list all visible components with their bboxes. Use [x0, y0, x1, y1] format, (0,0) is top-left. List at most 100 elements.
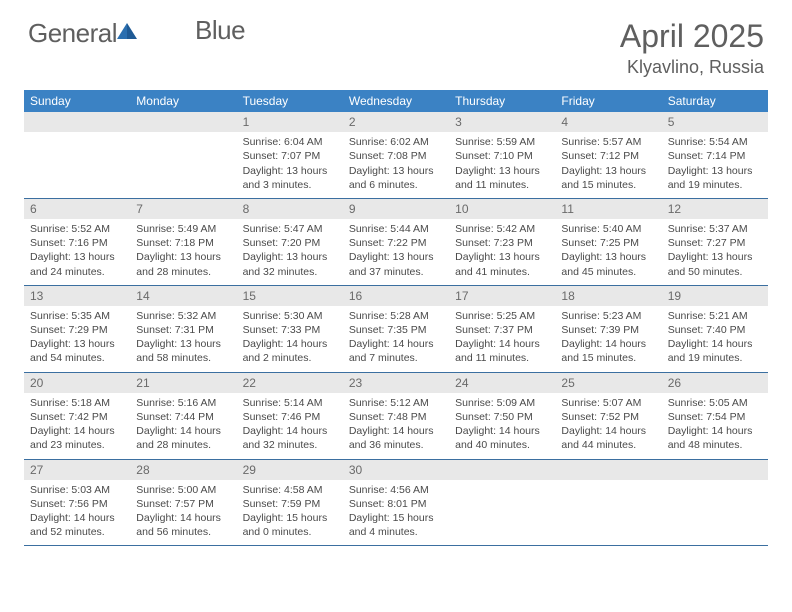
day-number: 9 [343, 199, 449, 219]
day-number: 17 [449, 286, 555, 306]
sunset-text: Sunset: 7:27 PM [668, 236, 762, 250]
daylight-text: Daylight: 15 hours [243, 511, 337, 525]
week-row: 20Sunrise: 5:18 AMSunset: 7:42 PMDayligh… [24, 373, 768, 460]
daylight-text: Daylight: 13 hours [455, 164, 549, 178]
daylight-text: and 58 minutes. [136, 351, 230, 365]
cell-body: Sunrise: 5:14 AMSunset: 7:46 PMDaylight:… [237, 393, 343, 459]
daylight-text: and 3 minutes. [243, 178, 337, 192]
day-number: 24 [449, 373, 555, 393]
day-number: 27 [24, 460, 130, 480]
calendar-cell: 8Sunrise: 5:47 AMSunset: 7:20 PMDaylight… [237, 199, 343, 286]
daylight-text: Daylight: 13 hours [349, 164, 443, 178]
day-number: 29 [237, 460, 343, 480]
daylight-text: and 40 minutes. [455, 438, 549, 452]
day-number: 16 [343, 286, 449, 306]
calendar-cell [130, 112, 236, 199]
cell-body: Sunrise: 5:37 AMSunset: 7:27 PMDaylight:… [662, 219, 768, 285]
week-row: 13Sunrise: 5:35 AMSunset: 7:29 PMDayligh… [24, 286, 768, 373]
weeks-container: 1Sunrise: 6:04 AMSunset: 7:07 PMDaylight… [24, 112, 768, 546]
daylight-text: Daylight: 14 hours [455, 424, 549, 438]
daylight-text: and 15 minutes. [561, 178, 655, 192]
day-number-empty [24, 112, 130, 132]
daylight-text: and 15 minutes. [561, 351, 655, 365]
sunrise-text: Sunrise: 5:16 AM [136, 396, 230, 410]
daylight-text: and 4 minutes. [349, 525, 443, 539]
cell-body-empty [555, 480, 661, 534]
day-header-wed: Wednesday [343, 90, 449, 112]
cell-body-empty [130, 132, 236, 186]
daylight-text: Daylight: 13 hours [243, 164, 337, 178]
sunset-text: Sunset: 7:29 PM [30, 323, 124, 337]
sunrise-text: Sunrise: 5:12 AM [349, 396, 443, 410]
calendar-cell: 15Sunrise: 5:30 AMSunset: 7:33 PMDayligh… [237, 286, 343, 373]
daylight-text: and 32 minutes. [243, 438, 337, 452]
logo-triangle-icon [117, 21, 139, 46]
sunrise-text: Sunrise: 6:02 AM [349, 135, 443, 149]
calendar-cell: 6Sunrise: 5:52 AMSunset: 7:16 PMDaylight… [24, 199, 130, 286]
sunset-text: Sunset: 7:56 PM [30, 497, 124, 511]
daylight-text: Daylight: 14 hours [30, 511, 124, 525]
daylight-text: Daylight: 14 hours [668, 337, 762, 351]
daylight-text: and 19 minutes. [668, 351, 762, 365]
daylight-text: and 48 minutes. [668, 438, 762, 452]
calendar-cell: 14Sunrise: 5:32 AMSunset: 7:31 PMDayligh… [130, 286, 236, 373]
daylight-text: Daylight: 14 hours [243, 337, 337, 351]
day-header-mon: Monday [130, 90, 236, 112]
daylight-text: and 54 minutes. [30, 351, 124, 365]
cell-body: Sunrise: 5:18 AMSunset: 7:42 PMDaylight:… [24, 393, 130, 459]
daylight-text: Daylight: 13 hours [136, 337, 230, 351]
daylight-text: and 23 minutes. [30, 438, 124, 452]
calendar-cell: 3Sunrise: 5:59 AMSunset: 7:10 PMDaylight… [449, 112, 555, 199]
cell-body: Sunrise: 5:30 AMSunset: 7:33 PMDaylight:… [237, 306, 343, 372]
calendar-cell: 23Sunrise: 5:12 AMSunset: 7:48 PMDayligh… [343, 373, 449, 460]
cell-body: Sunrise: 5:54 AMSunset: 7:14 PMDaylight:… [662, 132, 768, 198]
day-header-sun: Sunday [24, 90, 130, 112]
cell-body-empty [662, 480, 768, 534]
cell-body: Sunrise: 6:04 AMSunset: 7:07 PMDaylight:… [237, 132, 343, 198]
day-number: 11 [555, 199, 661, 219]
daylight-text: and 6 minutes. [349, 178, 443, 192]
calendar-cell: 13Sunrise: 5:35 AMSunset: 7:29 PMDayligh… [24, 286, 130, 373]
calendar-cell: 17Sunrise: 5:25 AMSunset: 7:37 PMDayligh… [449, 286, 555, 373]
daylight-text: Daylight: 13 hours [136, 250, 230, 264]
daylight-text: Daylight: 14 hours [561, 337, 655, 351]
daylight-text: Daylight: 13 hours [668, 250, 762, 264]
day-header-sat: Saturday [662, 90, 768, 112]
cell-body: Sunrise: 5:40 AMSunset: 7:25 PMDaylight:… [555, 219, 661, 285]
cell-body: Sunrise: 5:47 AMSunset: 7:20 PMDaylight:… [237, 219, 343, 285]
daylight-text: Daylight: 14 hours [136, 511, 230, 525]
cell-body: Sunrise: 5:44 AMSunset: 7:22 PMDaylight:… [343, 219, 449, 285]
calendar-cell [555, 460, 661, 547]
daylight-text: and 19 minutes. [668, 178, 762, 192]
cell-body: Sunrise: 5:25 AMSunset: 7:37 PMDaylight:… [449, 306, 555, 372]
day-number: 25 [555, 373, 661, 393]
daylight-text: Daylight: 14 hours [30, 424, 124, 438]
day-number: 15 [237, 286, 343, 306]
calendar-cell: 30Sunrise: 4:56 AMSunset: 8:01 PMDayligh… [343, 460, 449, 547]
week-row: 27Sunrise: 5:03 AMSunset: 7:56 PMDayligh… [24, 460, 768, 547]
daylight-text: Daylight: 14 hours [136, 424, 230, 438]
day-number-empty [662, 460, 768, 480]
sunrise-text: Sunrise: 6:04 AM [243, 135, 337, 149]
sunset-text: Sunset: 7:25 PM [561, 236, 655, 250]
sunset-text: Sunset: 7:48 PM [349, 410, 443, 424]
sunset-text: Sunset: 7:57 PM [136, 497, 230, 511]
sunrise-text: Sunrise: 5:32 AM [136, 309, 230, 323]
daylight-text: Daylight: 13 hours [243, 250, 337, 264]
sunset-text: Sunset: 7:40 PM [668, 323, 762, 337]
day-header-thu: Thursday [449, 90, 555, 112]
sunrise-text: Sunrise: 5:00 AM [136, 483, 230, 497]
daylight-text: Daylight: 13 hours [561, 250, 655, 264]
calendar-cell: 12Sunrise: 5:37 AMSunset: 7:27 PMDayligh… [662, 199, 768, 286]
day-number: 3 [449, 112, 555, 132]
daylight-text: and 28 minutes. [136, 438, 230, 452]
sunset-text: Sunset: 7:42 PM [30, 410, 124, 424]
day-number: 7 [130, 199, 236, 219]
sunset-text: Sunset: 7:59 PM [243, 497, 337, 511]
sunrise-text: Sunrise: 5:57 AM [561, 135, 655, 149]
calendar-cell: 4Sunrise: 5:57 AMSunset: 7:12 PMDaylight… [555, 112, 661, 199]
day-header-row: Sunday Monday Tuesday Wednesday Thursday… [24, 90, 768, 112]
sunset-text: Sunset: 7:33 PM [243, 323, 337, 337]
sunrise-text: Sunrise: 5:21 AM [668, 309, 762, 323]
sunset-text: Sunset: 7:39 PM [561, 323, 655, 337]
